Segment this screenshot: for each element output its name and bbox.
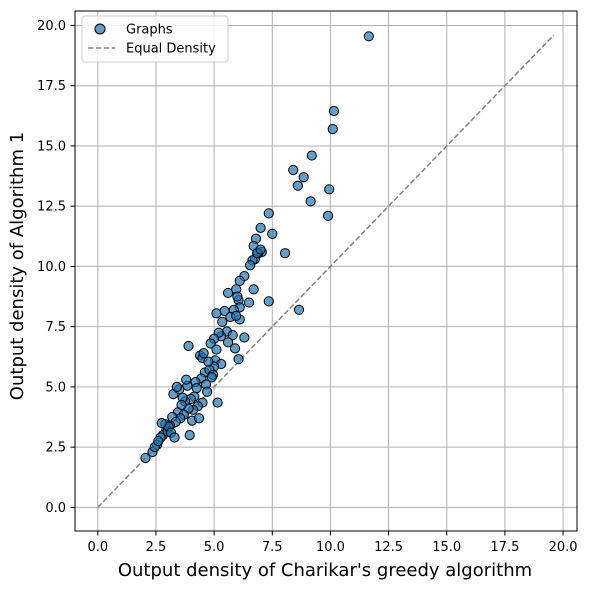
scatter-point [263,296,274,307]
scatter-point [205,338,216,349]
y-axis-ticks: 0.0 2.5 5.0 7.5 10.0 12.5 15.0 17.5 20.0 [37,19,75,516]
scatter-point [243,297,255,308]
legend: Graphs Equal Density [81,15,229,63]
x-tick-label: 2.5 [146,540,167,555]
data-points [140,31,374,464]
scatter-point [184,429,195,441]
scatter-point [222,287,234,299]
scatter-point [288,164,299,176]
scatter-point [202,386,213,397]
scatter-point [181,374,192,385]
scatter-point [267,228,278,239]
scatter-point [217,316,228,327]
scatter-point [211,344,222,355]
scatter-point [198,348,209,359]
scatter-point [229,343,241,354]
y-tick-label: 5.0 [45,380,66,395]
x-tick-label: 5.0 [204,540,225,555]
equal-density-line-group [97,34,555,508]
y-tick-label: 20.0 [37,19,66,34]
x-tick-label: 15.0 [432,540,461,555]
scatter-point [306,150,317,161]
scatter-point [153,436,164,447]
scatter-point [140,452,151,464]
scatter-point [293,304,305,315]
y-tick-label: 0.0 [45,501,66,516]
x-tick-label: 12.5 [374,540,403,555]
scatter-point [206,372,217,383]
legend-marker-graphs [94,23,106,35]
plot-frame [74,10,578,532]
y-tick-label: 2.5 [45,441,66,456]
scatter-point [239,332,250,343]
equal-density-line [97,34,555,508]
scatter-point [169,432,180,443]
x-axis-label: Output density of Charikar's greedy algo… [118,560,532,581]
scatter-point [305,196,316,207]
y-tick-label: 12.5 [37,200,66,215]
scatter-point [171,381,182,393]
scatter-point [363,31,374,42]
y-tick-label: 17.5 [37,79,66,94]
scatter-point [255,244,266,255]
x-tick-label: 7.5 [262,540,283,555]
x-tick-label: 10.0 [316,540,345,555]
scatter-point [324,184,335,195]
scatter-point [176,399,187,411]
scatter-point [203,356,214,367]
scatter-point [231,310,242,321]
y-axis-label: Output density of Algorithm 1 [7,132,28,400]
legend-label-graphs: Graphs [126,23,173,38]
legend-box [81,15,229,63]
x-tick-label: 0.0 [87,540,108,555]
scatter-point [327,123,338,135]
scatter-point [193,413,205,424]
scatter-point [233,354,244,365]
x-tick-label: 17.5 [490,540,519,555]
x-axis-ticks: 0.0 2.5 5.0 7.5 10.0 12.5 15.0 17.5 20.0 [87,531,578,555]
scatter-point [212,397,223,408]
scatter-point [263,208,274,219]
scatter-point [248,284,259,295]
y-tick-label: 15.0 [37,139,66,154]
scatter-point [255,222,266,233]
y-tick-label: 7.5 [45,320,66,335]
scatter-point [183,340,194,352]
scatter-point [227,329,238,341]
scatter-point [156,417,167,429]
scatter-point [232,291,243,302]
y-tick-label: 10.0 [37,260,66,275]
scatter-point [328,105,340,117]
scatter-point [292,180,303,191]
scatter-point [322,210,334,221]
legend-label-equal-density: Equal Density [126,42,216,57]
scatter-point [191,383,202,394]
scatter-point [298,172,309,183]
scatter-point [279,248,291,259]
scatter-point [211,308,222,319]
scatter-point [234,275,245,286]
scatter-point [245,260,256,271]
scatter-point [222,337,234,348]
x-tick-label: 20.0 [549,540,578,555]
